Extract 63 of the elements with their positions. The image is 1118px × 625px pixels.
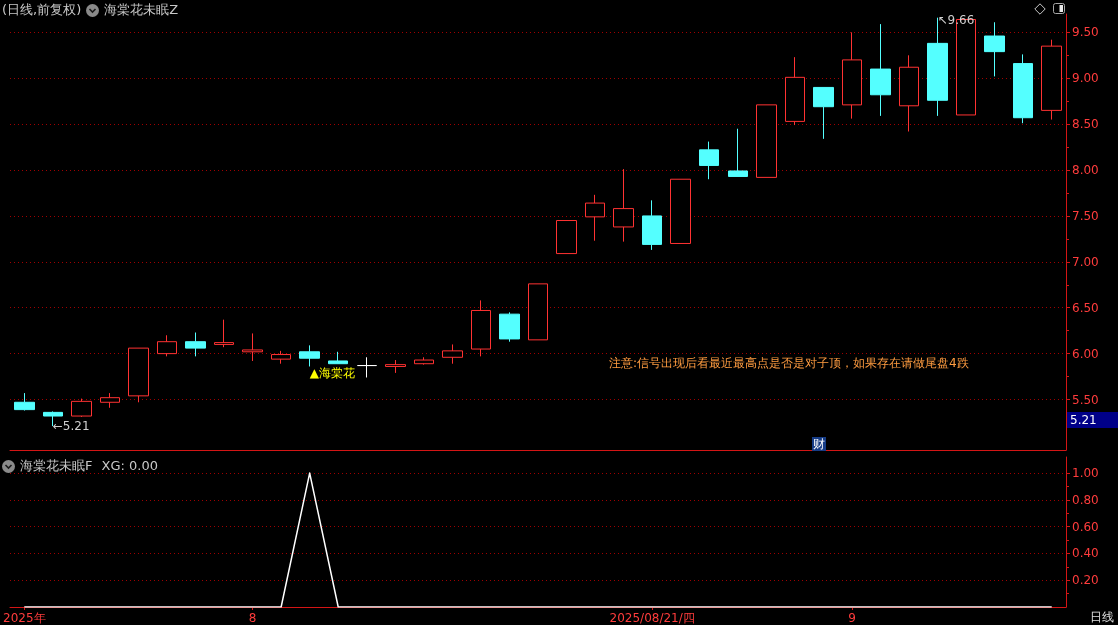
x-tick-label: 2025年 (3, 611, 46, 625)
candlestick (442, 343, 463, 365)
candlestick (128, 347, 149, 403)
annotation: ←5.21 (52, 419, 90, 434)
candlestick (71, 398, 92, 418)
y-tick-label: 7.00 (1072, 254, 1099, 269)
y-tick-label: 8.00 (1072, 163, 1099, 178)
text: 日线 (1090, 610, 1114, 624)
candlestick (1041, 39, 1062, 121)
candlestick (670, 178, 691, 244)
x-tick-label: 9 (848, 611, 856, 625)
candlestick (842, 31, 862, 120)
y-tick-label: 8.50 (1072, 117, 1099, 132)
text: 5.21 (1070, 413, 1097, 427)
annotation: XG: 0.00 (101, 458, 158, 474)
y-tick-label: 0.20 (1072, 573, 1099, 588)
chart-subtitle: 海棠花未眠Z (104, 2, 179, 18)
candlestick (299, 344, 320, 367)
chart-title: (日线,前复权) (2, 2, 82, 18)
candlestick (613, 168, 634, 243)
candlestick (157, 334, 177, 357)
x-tick-label: 2025/08/21/四 (609, 611, 695, 625)
y-tick-label: 5.50 (1072, 392, 1099, 407)
candlestick (385, 359, 406, 374)
candlestick (984, 21, 1005, 77)
candlestick (556, 220, 577, 255)
y-tick-label: 7.50 (1072, 208, 1099, 223)
candlestick (357, 356, 377, 378)
candlestick (528, 283, 548, 341)
annotation: ▲海棠花 (309, 366, 355, 381)
candlestick (813, 86, 834, 140)
candlestick (585, 194, 605, 242)
candlestick (785, 56, 805, 126)
x-tick-label: 8 (248, 611, 257, 625)
candlestick (728, 128, 748, 177)
y-tick-label: 0.60 (1072, 519, 1099, 534)
y-tick-label: 9.00 (1072, 71, 1099, 86)
annotation: 注意:信号出现后看最近最高点是否是对子顶，如果存在请做尾盘4跌 (609, 356, 969, 370)
annotation: ↖9.66 (937, 12, 975, 27)
y-tick-label: 6.50 (1072, 300, 1099, 315)
y-tick-label: 6.00 (1072, 346, 1099, 361)
candlestick (100, 392, 120, 409)
candlestick (414, 356, 434, 366)
candlestick (328, 351, 348, 365)
y-tick-label: 0.40 (1072, 546, 1099, 561)
candlestick (499, 311, 520, 343)
candlestick (242, 332, 263, 362)
candlestick (756, 104, 777, 178)
candlestick (1013, 53, 1033, 124)
candlestick (271, 350, 291, 365)
candlestick (14, 392, 35, 412)
candlestick (642, 199, 662, 251)
candlestick (214, 319, 234, 348)
candlestick (870, 23, 891, 117)
y-tick-label: 1.00 (1072, 466, 1099, 481)
chart-title: 海棠花未眠F (20, 458, 93, 474)
candlestick (699, 141, 719, 180)
y-tick-label: 0.80 (1072, 492, 1099, 507)
y-tick-label: 9.50 (1072, 25, 1099, 40)
candlestick (471, 299, 491, 357)
candlestick (185, 332, 206, 357)
annotation: 财 (813, 437, 825, 451)
candlestick (899, 54, 919, 132)
